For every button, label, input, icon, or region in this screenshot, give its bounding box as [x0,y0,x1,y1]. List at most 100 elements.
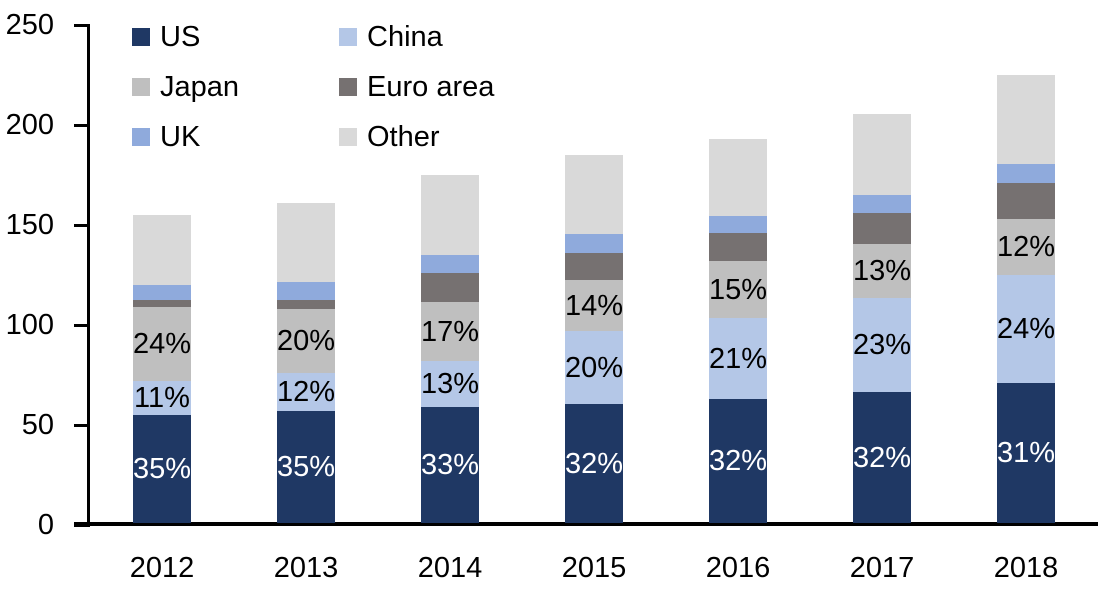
y-tick-label: 150 [5,209,54,241]
x-tick-label-2013: 2013 [273,552,339,584]
bar-segment-uk-2016 [709,216,767,233]
y-axis-tick [74,424,90,427]
legend-label-uk: UK [160,121,201,153]
segment-label-japan-2014: 17% [420,315,480,348]
bar-segment-other-2016 [709,139,767,216]
bar-segment-us-2015 [565,404,623,523]
x-axis-line [74,522,1098,526]
legend-swatch-uk [132,128,150,146]
bar-segment-euro-area-2015 [565,253,623,280]
segment-label-us-2018: 31% [996,437,1056,469]
x-tick-label-2014: 2014 [417,552,483,584]
segment-label-us-2016: 32% [708,445,768,477]
legend-item-japan: Japan [132,71,239,103]
x-tick-label-2012: 2012 [129,552,195,584]
y-axis-tick [74,224,90,227]
bar-segment-euro-area-2018 [997,183,1055,219]
y-tick-label: 0 [37,509,54,541]
legend-label-other: Other [367,121,440,153]
segment-label-china-2018: 24% [996,313,1056,345]
segment-label-china-2013: 12% [276,376,336,408]
y-tick-label: 100 [5,309,54,341]
bar-segment-japan-2014 [421,302,479,361]
x-tick-label-2018: 2018 [993,552,1059,584]
bar-segment-japan-2015 [565,280,623,331]
segment-label-japan-2018: 12% [996,231,1056,263]
bar-segment-euro-area-2016 [709,233,767,261]
bar-segment-us-2016 [709,399,767,523]
bar-segment-china-2014 [421,361,479,407]
y-axis-tick [74,124,90,127]
bar-segment-uk-2018 [997,164,1055,183]
bar-segment-euro-area-2012 [133,300,191,307]
segment-label-japan-2015: 14% [564,289,624,322]
bar-segment-china-2013 [277,373,335,411]
bar-segment-other-2013 [277,203,335,282]
legend-label-china: China [367,21,443,53]
y-axis-line [87,25,90,525]
bar-segment-japan-2016 [709,261,767,318]
bar-segment-us-2014 [421,407,479,523]
segment-label-us-2014: 33% [420,449,480,481]
bar-segment-us-2018 [997,383,1055,523]
bar-segment-uk-2012 [133,285,191,300]
y-tick-label: 50 [21,409,54,441]
segment-label-china-2015: 20% [564,351,624,384]
y-axis-tick [74,24,90,27]
segment-label-japan-2013: 20% [276,325,336,357]
bar-segment-china-2012 [133,381,191,415]
legend-item-uk: UK [132,121,200,153]
segment-label-japan-2016: 15% [708,273,768,306]
x-tick-label-2017: 2017 [849,552,915,584]
bar-segment-euro-area-2014 [421,273,479,302]
legend-item-euro-area: Euro area [339,71,494,103]
segment-label-us-2012: 35% [132,453,192,485]
legend-swatch-us [132,28,150,46]
bar-segment-other-2014 [421,175,479,255]
legend-label-japan: Japan [160,71,240,103]
bar-segment-euro-area-2013 [277,300,335,309]
bar-segment-china-2015 [565,331,623,404]
bar-segment-uk-2014 [421,255,479,273]
y-axis-tick [74,324,90,327]
legend-label-us: US [160,21,201,53]
segment-label-us-2015: 32% [564,447,624,480]
legend-swatch-euro-area [339,78,357,96]
bar-segment-japan-2013 [277,309,335,373]
y-tick-label: 250 [5,9,54,41]
bar-segment-uk-2015 [565,234,623,253]
bar-segment-china-2017 [853,298,911,392]
bar-segment-uk-2013 [277,282,335,300]
x-tick-label-2016: 2016 [705,552,771,584]
bar-segment-uk-2017 [853,195,911,213]
legend-swatch-china [339,28,357,46]
bar-segment-china-2016 [709,318,767,399]
bar-segment-us-2013 [277,411,335,523]
bar-segment-euro-area-2017 [853,213,911,244]
y-tick-label: 200 [5,109,54,141]
segment-label-china-2014: 13% [420,368,480,400]
legend-item-us: US [132,21,200,53]
bar-segment-other-2017 [853,114,911,195]
bar-segment-japan-2012 [133,307,191,381]
segment-label-china-2016: 21% [708,342,768,375]
segment-label-china-2017: 23% [852,329,912,361]
bar-segment-other-2018 [997,75,1055,164]
legend-swatch-other [339,128,357,146]
legend-swatch-japan [132,78,150,96]
legend-item-other: Other [339,121,440,153]
segment-label-us-2013: 35% [276,451,336,483]
bar-segment-china-2018 [997,275,1055,383]
x-tick-label-2015: 2015 [561,552,627,584]
bar-segment-other-2015 [565,155,623,234]
segment-label-china-2012: 11% [134,382,190,414]
bar-segment-japan-2018 [997,219,1055,275]
segment-label-japan-2012: 24% [132,328,192,360]
segment-label-us-2017: 32% [852,441,912,474]
bar-segment-us-2017 [853,392,911,523]
bar-segment-us-2012 [133,415,191,523]
segment-label-japan-2017: 13% [852,255,912,287]
bar-segment-other-2012 [133,215,191,285]
legend-item-china: China [339,21,443,53]
